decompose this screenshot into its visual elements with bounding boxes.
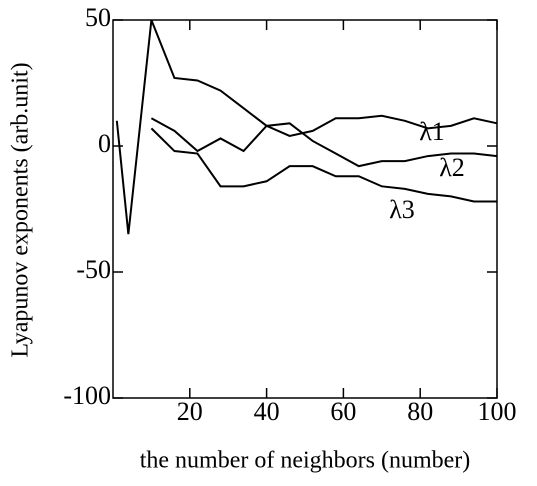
series-line: [115, 19, 498, 235]
x-tick-label: 40: [254, 397, 280, 426]
series-label: λ3: [389, 195, 415, 224]
y-tick-label: -50: [76, 255, 111, 284]
series-line: [150, 117, 498, 168]
series-label: λ2: [439, 153, 465, 182]
plot-frame: [112, 19, 498, 399]
series-label: λ1: [419, 117, 445, 146]
series-line: [150, 127, 497, 203]
x-axis-title: the number of neighbors (number): [140, 448, 471, 474]
x-tick-label: 20: [177, 397, 203, 426]
x-tick-label: 100: [478, 397, 517, 426]
y-tick-label: 0: [98, 129, 111, 158]
x-tick-label: 80: [407, 397, 433, 426]
y-axis-title: Lyapunov exponents (arb.unit): [8, 62, 34, 357]
y-tick-label: -100: [63, 381, 111, 410]
y-tick-label: 50: [85, 3, 111, 32]
x-tick-label: 60: [330, 397, 356, 426]
